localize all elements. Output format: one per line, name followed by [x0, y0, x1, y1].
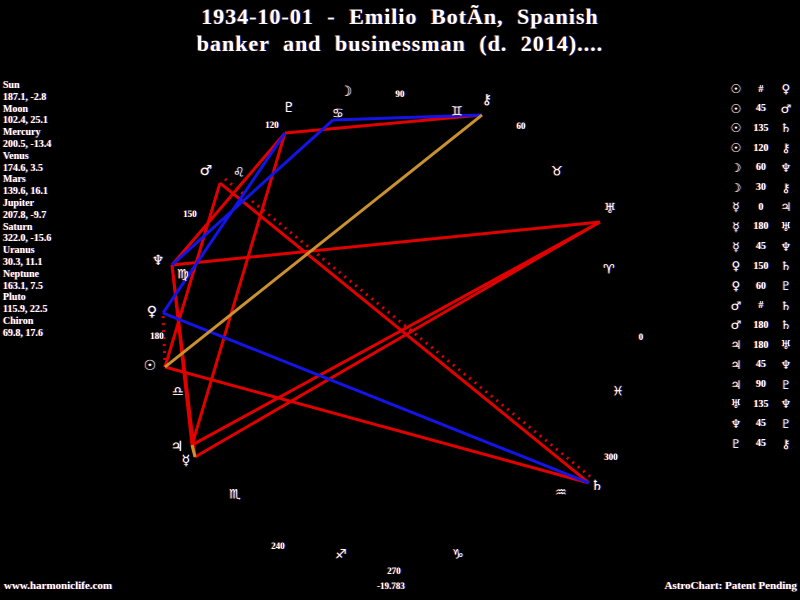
planet-name: Chiron	[3, 315, 34, 327]
planet-glyph-sun: ☉	[143, 358, 157, 374]
planet-values: 200.5, -13.4	[3, 138, 52, 150]
aspect-line-mercury-jupiter	[190, 444, 197, 458]
sign-glyph-libra: ♎	[172, 384, 184, 400]
aspect-line-mercury-uranus	[194, 220, 601, 459]
footer-site-url: www.harmoniclife.com	[4, 580, 113, 592]
planet-name: Venus	[3, 150, 29, 162]
aspect-line-pluto-chiron	[284, 113, 483, 135]
planet-values: 322.0, -15.6	[3, 233, 52, 245]
aspect-line-uranus-neptune	[171, 220, 601, 267]
chart-degree-label-4: 180	[150, 331, 164, 341]
planet-name: Sun	[3, 80, 20, 91]
planet-name: Pluto	[3, 292, 26, 304]
chart-degree-label-5: 0	[638, 332, 644, 342]
planet-glyph-chiron: ⚷	[481, 92, 493, 108]
chart-title-line1: 1934-10-01 - Emilio BotÃn, Spanish	[201, 4, 599, 29]
planet-name: Neptune	[3, 268, 40, 280]
sign-glyph-aries: ♈	[603, 262, 615, 278]
planet-name: Uranus	[3, 245, 35, 257]
aspect-line-venus-saturn	[162, 311, 590, 485]
planet-glyph-jupiter: ♃	[170, 439, 184, 455]
aspect-line-jupiter-pluto	[190, 132, 287, 446]
sign-glyph-virgo: ♍	[177, 267, 189, 283]
planet-values: 174.6, 3.5	[3, 162, 43, 174]
planet-glyph-saturn: ♄	[590, 478, 604, 494]
sign-glyph-capricorn: ♑	[452, 547, 464, 563]
sign-glyph-pisces: ♓	[612, 384, 624, 400]
planet-glyph-pluto: ♇	[282, 100, 296, 116]
sign-glyph-taurus: ♉	[551, 164, 563, 180]
planet-glyph-moon: ☽	[339, 84, 353, 100]
planet-values: 187.1, -2.8	[3, 91, 47, 103]
sign-glyph-sagittarius: ♐	[335, 547, 347, 563]
chart-degree-label-1: 60	[516, 121, 526, 131]
aspect-line-sun-mars	[163, 182, 222, 368]
chart-degree-label-0: 90	[395, 89, 405, 99]
chart-title: 1934-10-01 - Emilio BotÃn, Spanish banke…	[0, 3, 800, 57]
planet-glyph-uranus: ♅	[603, 201, 617, 217]
planet-glyph-mercury: ☿	[181, 453, 191, 469]
planet-glyph-mars: ♂	[199, 163, 213, 179]
chart-title-line2: banker and businessman (d. 2014)....	[196, 31, 604, 56]
aspect-line-jupiter-uranus	[191, 220, 601, 447]
planet-values: 30.3, 11.1	[3, 256, 43, 268]
sign-glyph-aquarius: ♒	[555, 485, 567, 501]
sign-glyph-scorpio: ♏	[229, 487, 241, 503]
planet-name: Moon	[3, 103, 28, 115]
chart-degree-label-2: 120	[265, 120, 279, 130]
aspect-line-mars-saturn	[219, 181, 590, 485]
sign-glyph-gemini: ♊	[451, 104, 463, 120]
aspect-line-mars-saturn	[224, 177, 593, 480]
chart-degree-label-3: 150	[183, 209, 197, 219]
planet-name: Mars	[3, 174, 26, 186]
planet-list: Sun 187.1, -2.8 Moon 102.4, 25.1 Mercury 200.…	[3, 80, 51, 340]
planet-values: 115.9, 22.5	[3, 304, 48, 316]
aspect-line-sun-chiron	[164, 113, 483, 369]
sign-glyph-leo: ♌	[233, 165, 245, 181]
planet-glyph-venus: ♀	[146, 304, 158, 320]
chart-degree-label-6: 300	[604, 452, 618, 462]
planet-name: Jupiter	[3, 197, 35, 209]
sign-glyph-cancer: ♋	[332, 106, 344, 122]
planet-values: 139.6, 16.1	[3, 186, 48, 198]
aspect-line-moon-chiron	[332, 113, 483, 122]
aspect-line-sun-saturn	[164, 365, 590, 485]
chart-degree-label-9: -19.783	[377, 581, 405, 591]
planet-values: 102.4, 25.1	[3, 115, 48, 127]
chart-degree-label-8: 270	[387, 566, 401, 576]
planet-name: Saturn	[3, 221, 33, 233]
planet-name: Mercury	[3, 127, 41, 139]
planet-values: 207.8, -9.7	[3, 209, 47, 221]
aspect-line-moon-neptune	[170, 118, 335, 267]
planet-values: 163.1, 7.5	[3, 280, 43, 292]
planet-glyph-neptune: ♆	[151, 253, 165, 269]
chart-degree-label-7: 240	[271, 541, 285, 551]
footer-patent-text: AstroChart: Patent Pending	[664, 580, 797, 592]
planet-values: 69.8, 17.6	[3, 327, 43, 339]
aspect-line-neptune-pluto	[170, 132, 287, 266]
aspect-line-venus-pluto	[161, 132, 287, 314]
